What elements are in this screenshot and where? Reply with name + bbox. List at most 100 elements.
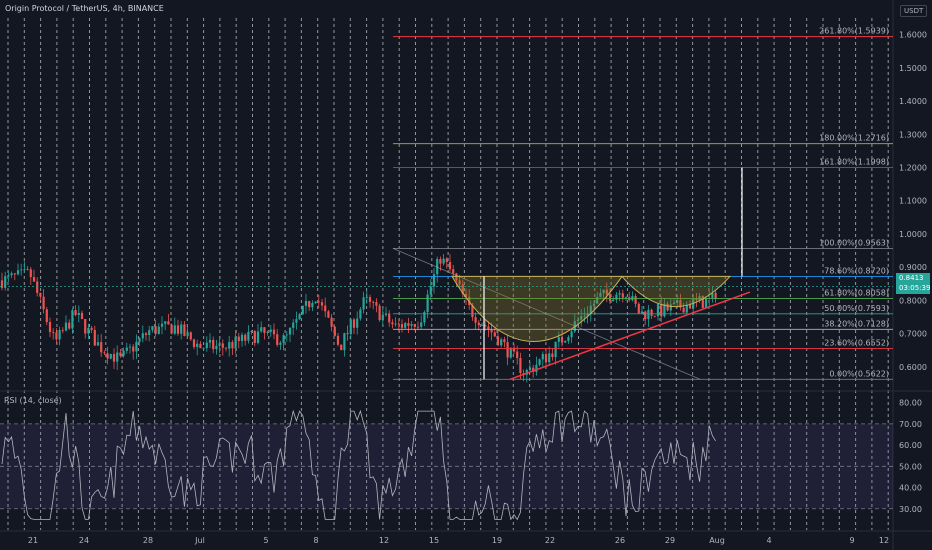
candle-body xyxy=(640,311,644,314)
candle-body xyxy=(231,342,234,349)
candle-body xyxy=(170,324,173,334)
candle-body xyxy=(375,302,378,306)
candle-body xyxy=(471,305,474,318)
price-tick-label: 1.2000 xyxy=(899,163,927,172)
candle-body xyxy=(128,346,132,348)
time-tick-label: 22 xyxy=(545,536,555,545)
candle-body xyxy=(192,339,196,347)
rsi-tick-label: 80.00 xyxy=(899,399,922,408)
candle-body xyxy=(196,343,199,347)
candle-body xyxy=(653,315,656,317)
candle-body xyxy=(64,322,68,331)
time-tick-label: Jul xyxy=(194,536,205,545)
candle-body xyxy=(301,305,304,315)
candle-body xyxy=(685,304,688,313)
rsi-tick-label: 70.00 xyxy=(899,420,922,429)
candle-body xyxy=(548,353,551,363)
candle-body xyxy=(701,296,704,308)
fib-level-label: 23.60%(0.6552) xyxy=(824,338,889,347)
candle-body xyxy=(474,317,477,323)
candle-body xyxy=(484,324,487,327)
candle-body xyxy=(580,316,583,320)
candle-body xyxy=(429,286,432,295)
candle-body xyxy=(71,310,74,329)
candle-body xyxy=(119,352,122,356)
current-price-countdown: 03:05:39 xyxy=(899,284,931,292)
fib-level-label: 180.00%(1.2716) xyxy=(819,134,889,143)
fib-level-label: 261.80%(1.5939) xyxy=(819,27,889,36)
support-trendline xyxy=(509,291,751,381)
candle-body xyxy=(96,342,100,346)
candle-body xyxy=(378,305,381,321)
candle-body xyxy=(237,336,240,342)
candle-body xyxy=(644,311,647,320)
candle-body xyxy=(68,322,71,329)
candle-body xyxy=(554,341,557,358)
rsi-tick-label: 30.00 xyxy=(899,505,922,514)
candle-body xyxy=(304,301,308,306)
candle-body xyxy=(276,334,279,345)
candle-body xyxy=(608,294,612,301)
time-tick-label: 5 xyxy=(263,536,268,545)
candle-body xyxy=(29,269,32,278)
fib-level-label: 161.80%(1.1998) xyxy=(819,158,889,167)
candle-body xyxy=(400,324,404,328)
candle-body xyxy=(420,322,423,327)
candle-body xyxy=(452,269,455,274)
currency-label[interactable]: USDT xyxy=(900,5,928,17)
candle-body xyxy=(564,340,567,343)
candle-body xyxy=(621,293,624,298)
candle-body xyxy=(23,268,26,270)
candle-body xyxy=(570,331,573,338)
time-tick-label: 9 xyxy=(849,536,854,545)
candle-body xyxy=(151,326,154,331)
candle-body xyxy=(602,289,605,294)
candle-body xyxy=(330,317,333,327)
fib-level-label: 0.00%(0.5622) xyxy=(829,369,889,378)
candle-body xyxy=(384,313,388,315)
rsi-tick-label: 60.00 xyxy=(899,441,922,450)
candle-body xyxy=(42,296,45,310)
candle-body xyxy=(496,336,500,346)
candle-body xyxy=(80,312,84,320)
candle-body xyxy=(308,301,311,308)
candle-body xyxy=(464,293,468,297)
candle-body xyxy=(416,326,420,328)
candle-body xyxy=(311,303,314,308)
candle-body xyxy=(324,305,327,312)
candle-body xyxy=(215,345,218,350)
candle-body xyxy=(448,262,452,270)
candle-body xyxy=(538,359,541,365)
candle-body xyxy=(269,329,272,332)
time-tick-label: 26 xyxy=(615,536,625,545)
candle-body xyxy=(100,342,103,353)
candle-body xyxy=(228,342,231,349)
candle-body xyxy=(519,358,522,374)
price-tick-label: 1.4000 xyxy=(899,97,927,106)
candle-body xyxy=(349,319,352,335)
time-tick-label: Aug xyxy=(709,536,725,545)
chart-title: Origin Protocol / TetherUS, 4h, BINANCE xyxy=(5,4,164,13)
candle-body xyxy=(7,275,10,277)
candle-body xyxy=(176,325,180,334)
candle-body xyxy=(516,351,519,359)
time-tick-label: 12 xyxy=(379,536,389,545)
candle-body xyxy=(682,307,685,313)
candle-body xyxy=(250,331,253,332)
candle-body xyxy=(647,309,650,320)
candle-body xyxy=(423,312,426,323)
candle-body xyxy=(266,331,269,333)
candle-body xyxy=(314,301,317,304)
candle-body xyxy=(202,348,205,349)
candle-body xyxy=(205,342,208,349)
candle-body xyxy=(615,294,618,300)
candle-body xyxy=(407,323,410,326)
candle-body xyxy=(36,281,39,293)
candle-body xyxy=(605,289,608,295)
time-tick-label: 4 xyxy=(766,536,771,545)
candle-body xyxy=(122,350,125,356)
candle-body xyxy=(672,302,676,305)
candle-body xyxy=(106,353,109,359)
candle-body xyxy=(189,332,192,340)
